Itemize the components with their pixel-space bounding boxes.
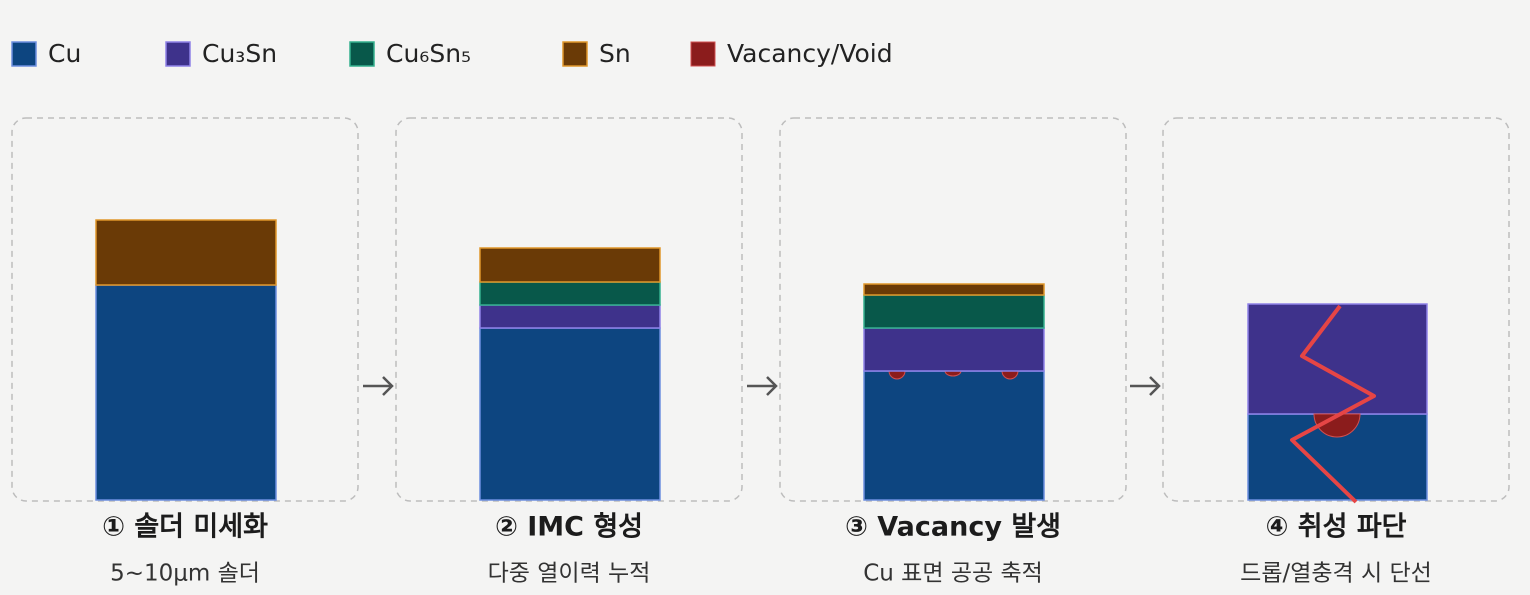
- legend-swatch: [11, 41, 37, 67]
- sn-layer: [863, 283, 1045, 296]
- cu-layer: [95, 284, 277, 501]
- arrow: [1130, 376, 1161, 396]
- void: [888, 370, 906, 380]
- legend-swatch: [690, 41, 716, 67]
- legend-label: Vacancy/Void: [727, 39, 893, 68]
- cu3sn-layer: [863, 327, 1045, 372]
- panel-title: ③ Vacancy 발생: [845, 512, 1061, 543]
- cu-layer: [863, 370, 1045, 501]
- panel-frame: [779, 117, 1127, 502]
- void: [1001, 370, 1019, 380]
- arrow: [747, 376, 778, 396]
- void: [1313, 413, 1361, 438]
- panel-subtitle: 다중 열이력 누적: [488, 561, 651, 587]
- cu6sn5-layer: [479, 281, 661, 306]
- cu-layer: [479, 327, 661, 501]
- panel-title: ① 솔더 미세화: [102, 512, 268, 543]
- panel-subtitle: Cu 표면 공공 축적: [863, 561, 1043, 587]
- panel-frame: [395, 117, 743, 502]
- legend-label: Cu₆Sn₅: [386, 39, 471, 68]
- legend-swatch: [349, 41, 375, 67]
- panel-subtitle: 5~10μm 솔더: [110, 561, 260, 587]
- cu3sn-layer: [479, 304, 661, 329]
- arrow: [363, 376, 394, 396]
- legend-label: Cu: [48, 39, 81, 68]
- legend-swatch: [562, 41, 588, 67]
- sn-layer: [479, 247, 661, 283]
- panel-subtitle: 드롭/열충격 시 단선: [1240, 561, 1432, 587]
- legend-label: Cu₃Sn: [202, 39, 277, 68]
- crack: [1290, 304, 1376, 504]
- sn-layer: [95, 219, 277, 286]
- cu3sn-layer: [1247, 303, 1428, 415]
- legend-swatch: [165, 41, 191, 67]
- legend-label: Sn: [599, 39, 631, 68]
- panel-frame: [1162, 117, 1510, 502]
- panel-frame: [11, 117, 359, 502]
- panel-title: ④ 취성 파단: [1265, 512, 1406, 543]
- cu6sn5-layer: [863, 294, 1045, 329]
- panel-title: ② IMC 형성: [495, 512, 643, 543]
